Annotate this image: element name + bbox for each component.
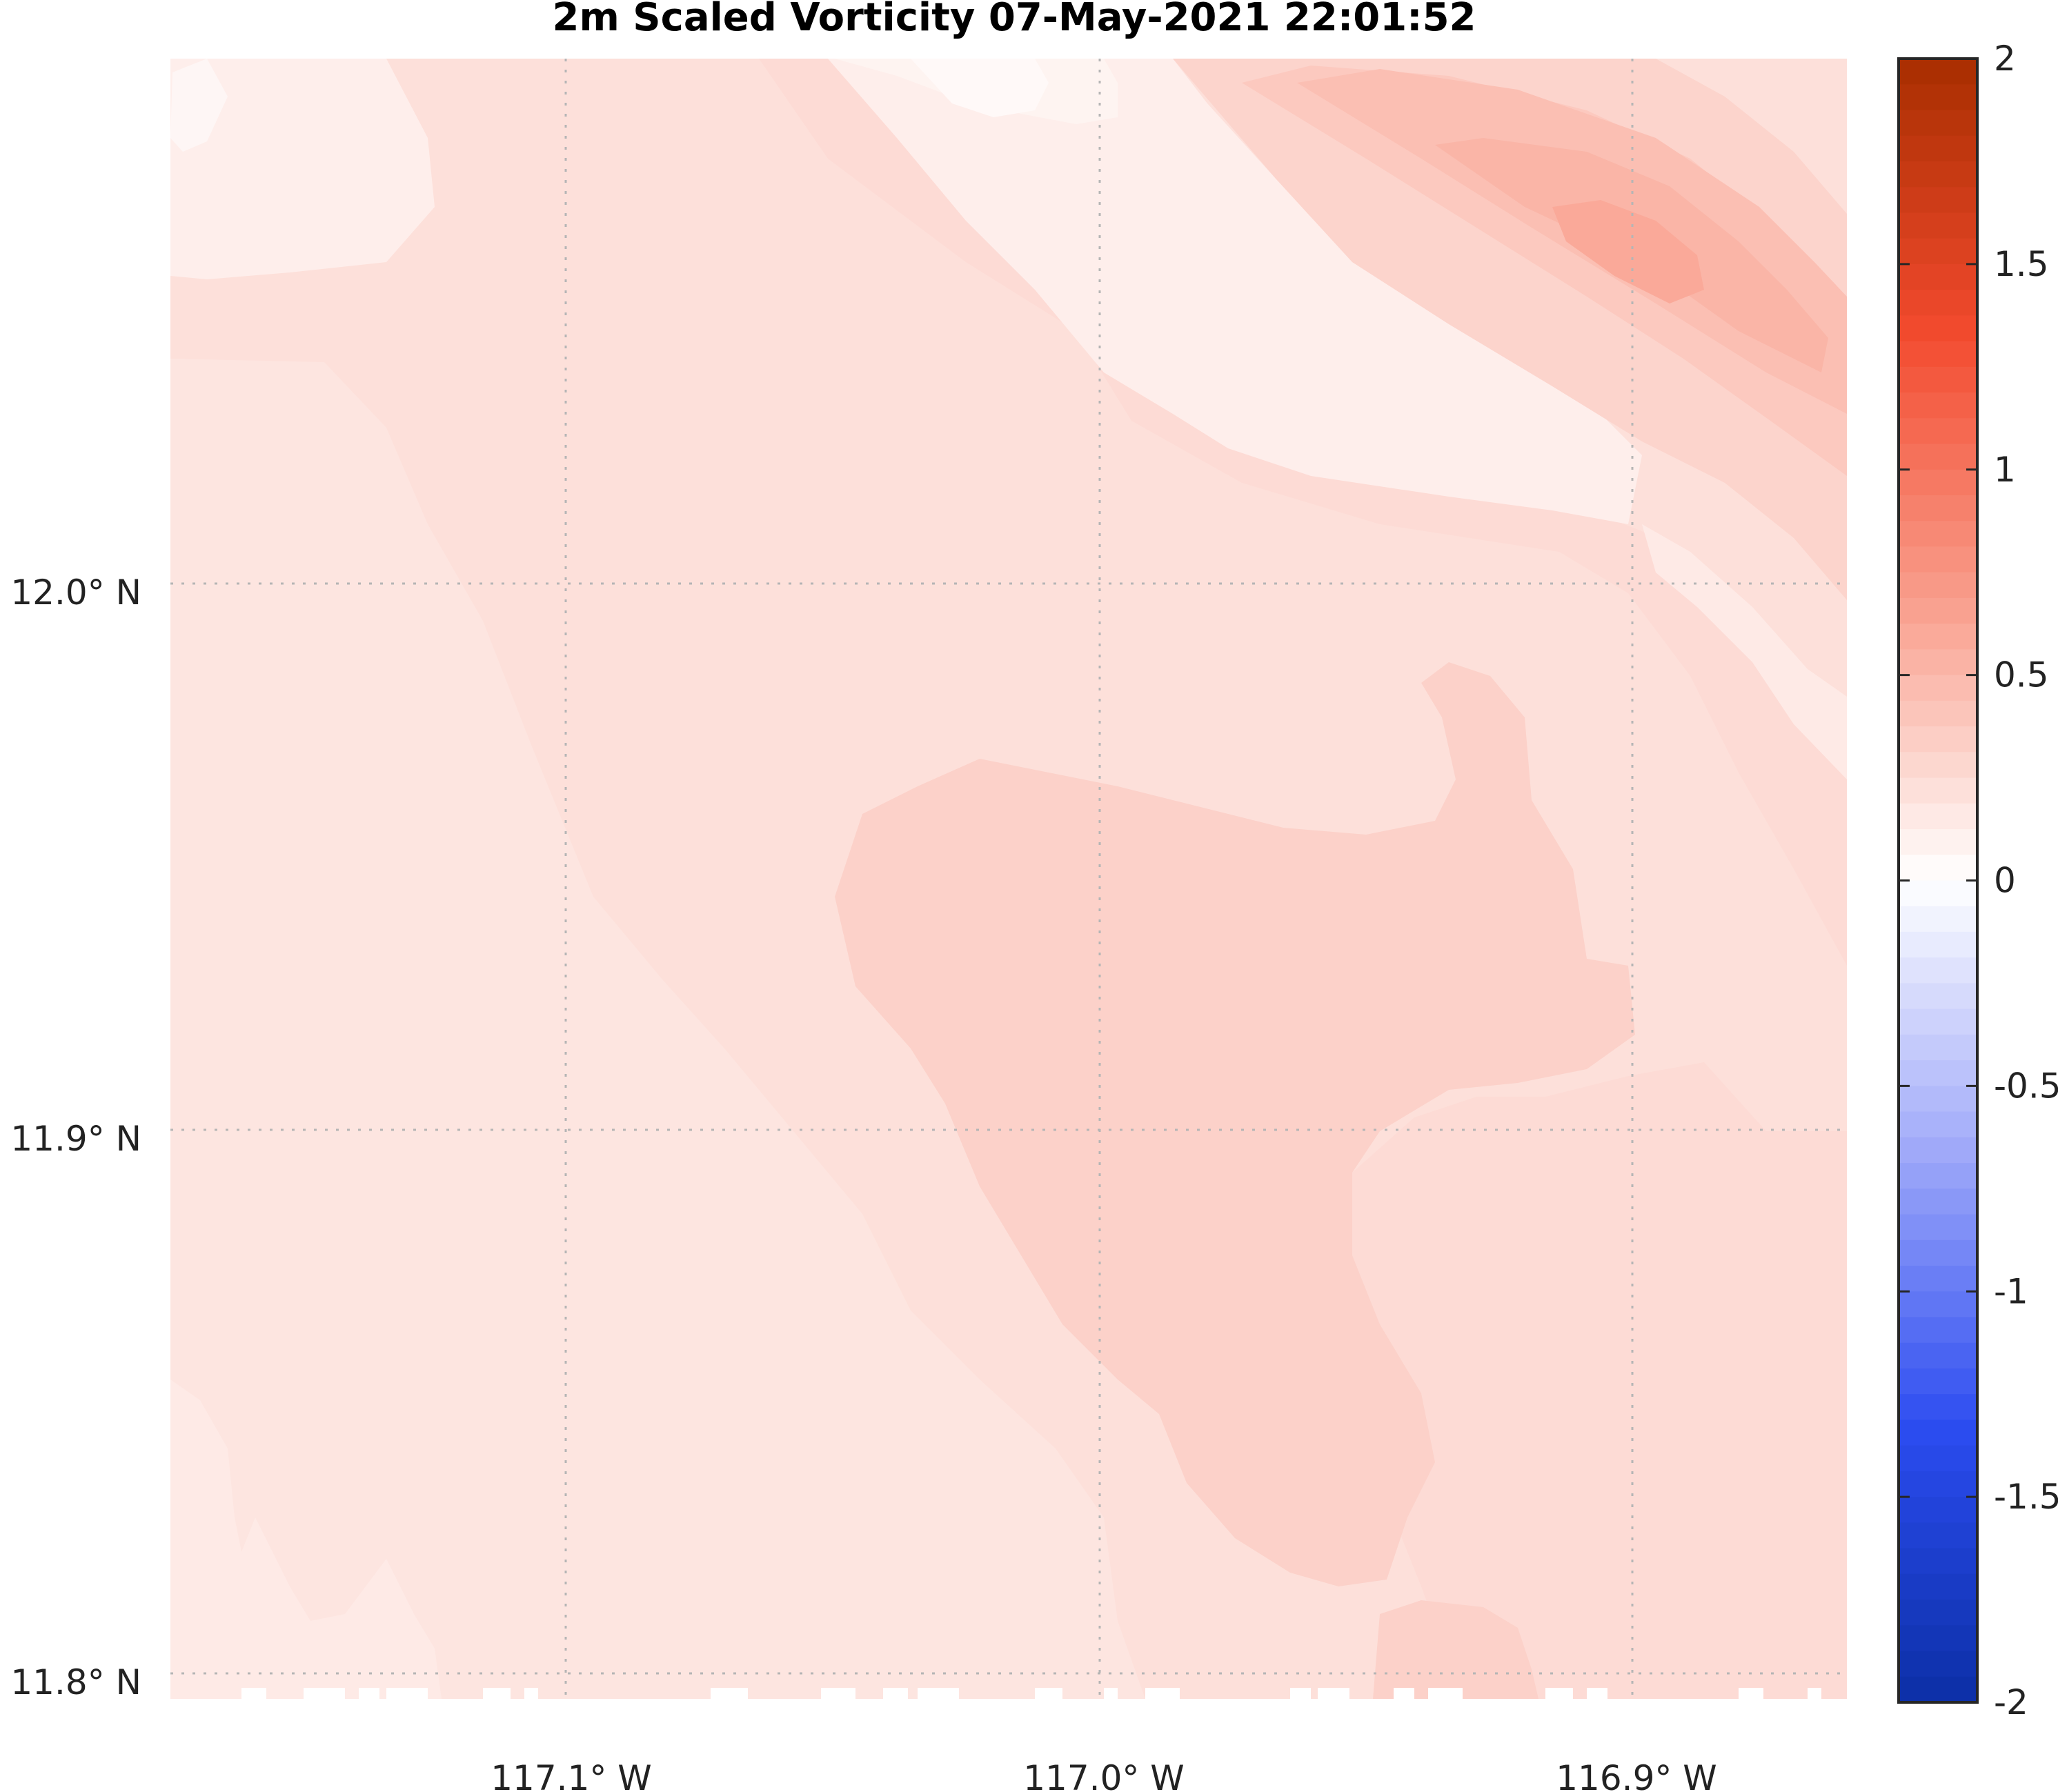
colorbar-band xyxy=(1899,469,1977,496)
colorbar-band xyxy=(1899,803,1977,830)
colorbar-band xyxy=(1899,1573,1977,1600)
region-southeast-region xyxy=(1352,1062,1847,1699)
colorbar-band xyxy=(1899,1291,1977,1318)
colorbar-band xyxy=(1899,829,1977,855)
colorbar-band xyxy=(1899,700,1977,727)
colorbar-band xyxy=(1899,777,1977,804)
bottom-edge-gaps xyxy=(241,1688,1821,1699)
region-central-region xyxy=(835,662,1635,1586)
colorbar-band xyxy=(1899,624,1977,650)
region-northeast-band xyxy=(828,59,1642,524)
colorbar-band xyxy=(1899,1497,1977,1523)
colorbar-tick-label: 1.5 xyxy=(1994,244,2049,284)
colorbar-band xyxy=(1899,1086,1977,1113)
colorbar-band xyxy=(1899,212,1977,239)
colorbar-band xyxy=(1899,1625,1977,1652)
colorbar-band xyxy=(1899,1008,1977,1035)
colorbar-band xyxy=(1899,597,1977,624)
colorbar-band xyxy=(1899,726,1977,753)
colorbar-band xyxy=(1899,161,1977,188)
colorbar-band xyxy=(1899,983,1977,1010)
y-tick-label-0: 12.0° N xyxy=(10,573,141,613)
colorbar-band xyxy=(1899,1676,1977,1703)
colorbar: 2 1.5 1 0.5 0 -0.5 -1 -1.5 -2 xyxy=(1897,39,2058,1722)
colorbar-band xyxy=(1899,263,1977,290)
colorbar-bands xyxy=(1899,59,1977,1703)
x-tick-label-1: 117.0° W xyxy=(1023,1758,1184,1792)
colorbar-band xyxy=(1899,1266,1977,1292)
region-west-band xyxy=(170,359,1145,1699)
colorbar-band xyxy=(1899,855,1977,882)
colorbar-band xyxy=(1899,418,1977,445)
colorbar-band xyxy=(1899,1034,1977,1061)
y-tick-label-1: 11.9° N xyxy=(10,1119,141,1159)
x-tick-labels: 117.1° W 117.0° W 116.9° W xyxy=(491,1758,1716,1792)
y-tick-labels: 12.0° N 11.9° N 11.8° N xyxy=(10,573,141,1702)
colorbar-band xyxy=(1899,392,1977,419)
colorbar-band xyxy=(1899,1137,1977,1164)
colorbar-band xyxy=(1899,315,1977,342)
colorbar-band xyxy=(1899,1111,1977,1138)
colorbar-band xyxy=(1899,444,1977,470)
colorbar-band xyxy=(1899,880,1977,907)
colorbar-band xyxy=(1899,1188,1977,1215)
colorbar-band xyxy=(1899,1394,1977,1421)
region-nw-corner-light xyxy=(170,59,228,152)
colorbar-band xyxy=(1899,521,1977,548)
colorbar-tick-label: -1.5 xyxy=(1994,1477,2058,1517)
colorbar-band xyxy=(1899,495,1977,521)
colorbar-tick-label: -0.5 xyxy=(1994,1066,2058,1106)
y-tick-label-2: 11.8° N xyxy=(10,1662,141,1702)
colorbar-band xyxy=(1899,649,1977,676)
colorbar-band xyxy=(1899,187,1977,214)
colorbar-band xyxy=(1899,366,1977,393)
colorbar-band xyxy=(1899,931,1977,958)
vorticity-field xyxy=(170,59,1847,1699)
colorbar-band xyxy=(1899,290,1977,316)
colorbar-band xyxy=(1899,1445,1977,1472)
colorbar-band xyxy=(1899,1317,1977,1344)
colorbar-tick-label: -1 xyxy=(1994,1271,2028,1311)
region-southwest-region xyxy=(170,1380,442,1699)
colorbar-band xyxy=(1899,675,1977,701)
colorbar-band xyxy=(1899,1060,1977,1086)
region-nw-corner xyxy=(170,59,435,279)
region-ne-max-5 xyxy=(1552,200,1704,303)
colorbar-band xyxy=(1899,135,1977,162)
colorbar-band xyxy=(1899,1522,1977,1549)
colorbar-band xyxy=(1899,1651,1977,1677)
colorbar-band xyxy=(1899,1368,1977,1395)
colorbar-band xyxy=(1899,1163,1977,1189)
x-tick-label-2: 116.9° W xyxy=(1556,1758,1716,1792)
colorbar-band xyxy=(1899,84,1977,111)
colorbar-band xyxy=(1899,1240,1977,1266)
colorbar-band xyxy=(1899,906,1977,933)
colorbar-band xyxy=(1899,752,1977,779)
colorbar-band xyxy=(1899,238,1977,265)
colorbar-band xyxy=(1899,59,1977,85)
colorbar-tick-label: 2 xyxy=(1994,39,2016,79)
colorbar-band xyxy=(1899,546,1977,573)
chart-title: 2m Scaled Vorticity 07-May-2021 22:01:52 xyxy=(552,0,1476,40)
colorbar-band xyxy=(1899,1420,1977,1446)
colorbar-band xyxy=(1899,1471,1977,1497)
colorbar-tick-label: -2 xyxy=(1994,1682,2028,1722)
colorbar-ticks: 2 1.5 1 0.5 0 -0.5 -1 -1.5 -2 xyxy=(1899,39,2058,1722)
colorbar-band xyxy=(1899,957,1977,984)
colorbar-band xyxy=(1899,1600,1977,1626)
colorbar-band xyxy=(1899,1214,1977,1241)
colorbar-band xyxy=(1899,110,1977,137)
colorbar-band xyxy=(1899,1548,1977,1575)
colorbar-tick-label: 0 xyxy=(1994,861,2016,901)
x-tick-label-0: 117.1° W xyxy=(491,1758,651,1792)
region-top-light-2 xyxy=(911,59,1049,117)
colorbar-band xyxy=(1899,572,1977,599)
colorbar-band xyxy=(1899,341,1977,368)
colorbar-tick-label: 0.5 xyxy=(1994,655,2049,695)
colorbar-band xyxy=(1899,1342,1977,1369)
colorbar-tick-label: 1 xyxy=(1994,450,2016,490)
region-east-strip xyxy=(1642,524,1847,779)
